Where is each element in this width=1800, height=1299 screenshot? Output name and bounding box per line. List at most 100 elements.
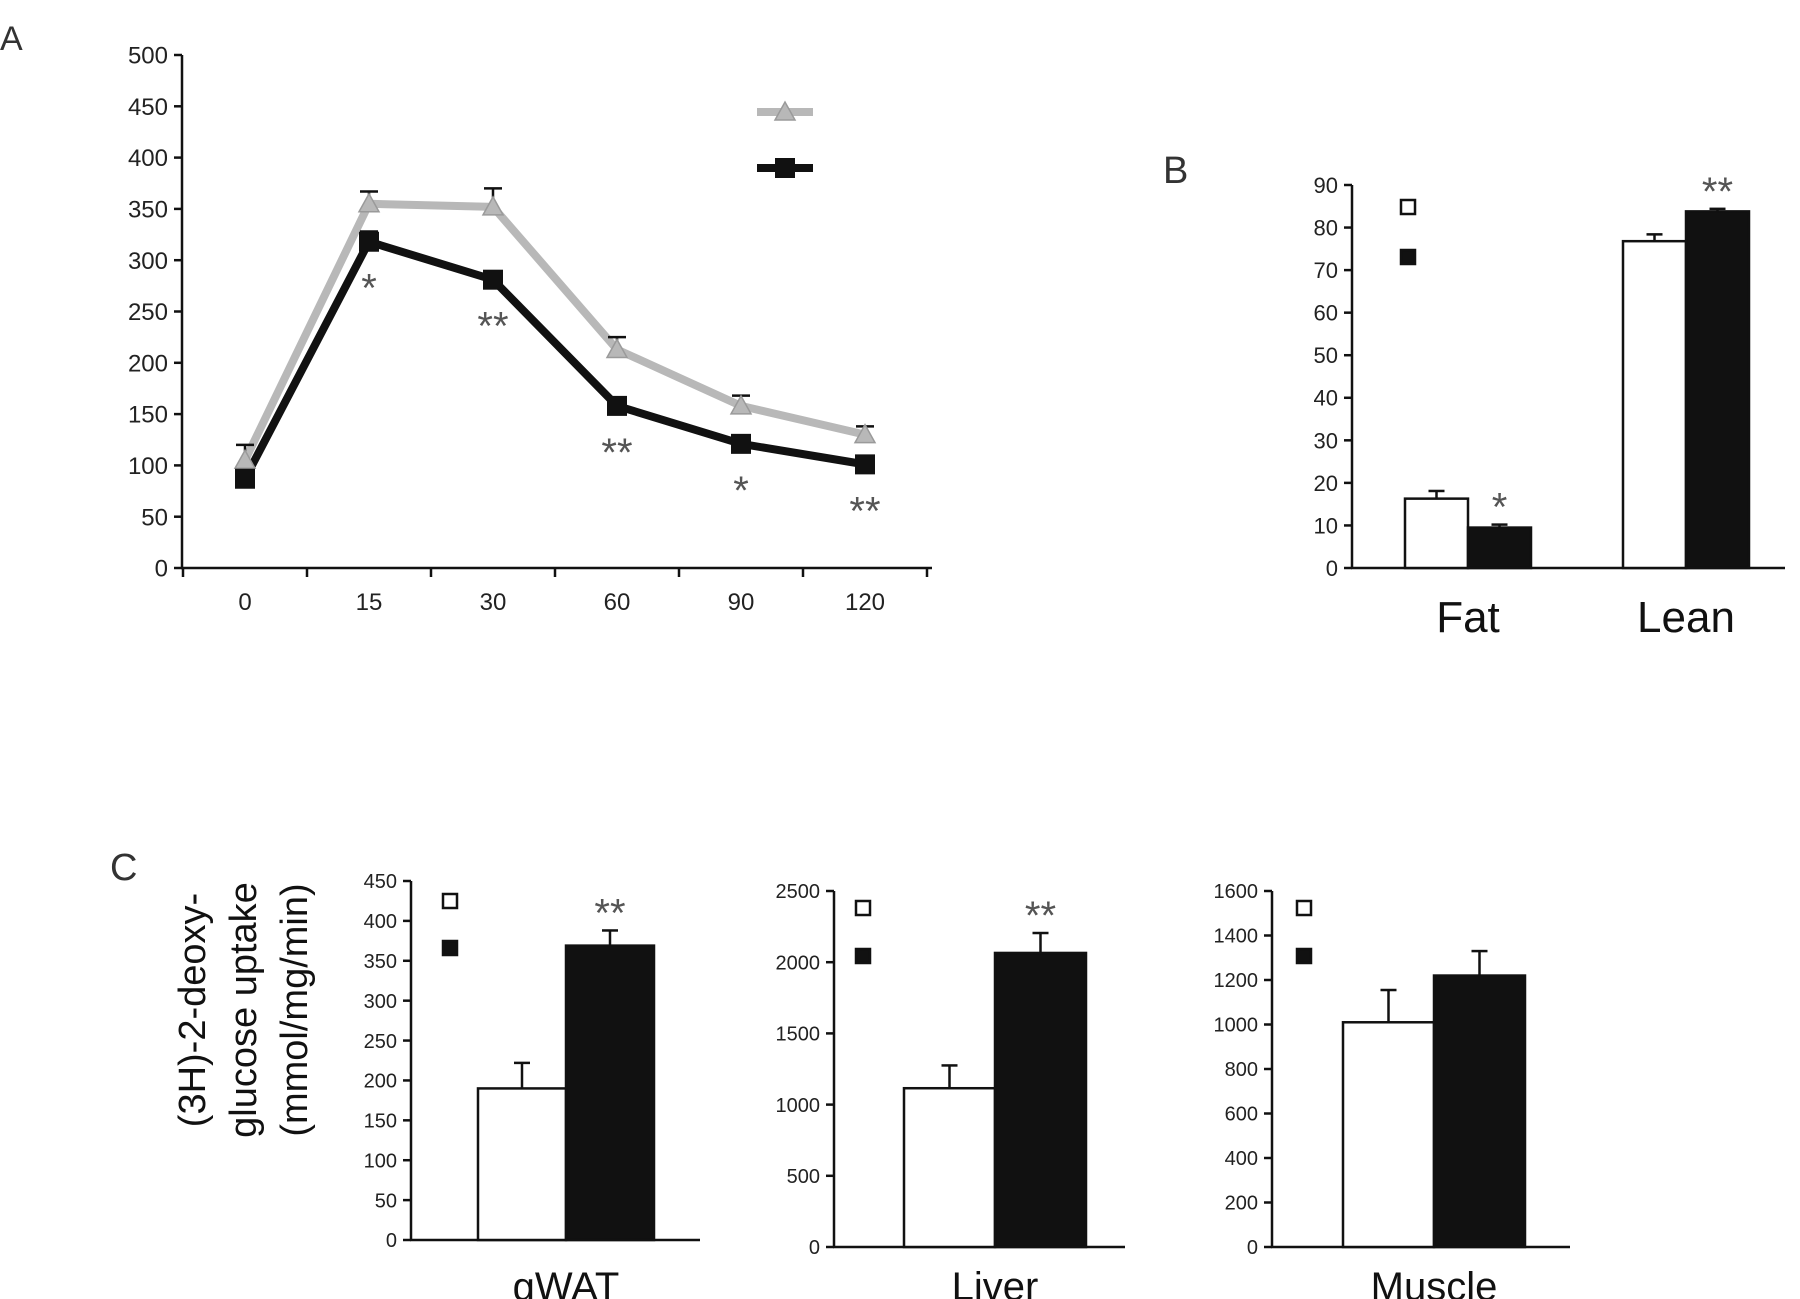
x-tick-label: 60 <box>604 589 631 616</box>
y-tick-label: 400 <box>364 911 397 933</box>
bar-ee <box>1432 974 1527 1249</box>
y-tick-label: 300 <box>364 991 397 1013</box>
x-tick-label: 90 <box>728 589 755 616</box>
y-tick-label: 200 <box>128 350 168 377</box>
bar-se <box>1341 1021 1436 1249</box>
panel-a-glucose-tolerance-chart: A 0 50 100 150 200 250 300 350 400 450 500 0 15 30 60 9… <box>0 20 932 616</box>
data-point-se <box>853 423 877 444</box>
legend-swatch-ee <box>441 939 459 957</box>
y-tick-label: 1500 <box>776 1024 821 1046</box>
significance-marker: ** <box>849 489 880 533</box>
significance-marker: ** <box>601 431 632 475</box>
y-tick-label: 200 <box>1225 1193 1258 1215</box>
significance-marker: ** <box>1025 894 1056 938</box>
significance-marker: * <box>1492 486 1508 530</box>
y-tick-label: 800 <box>1225 1059 1258 1081</box>
data-point-se <box>357 192 381 213</box>
y-tick-label: 100 <box>364 1150 397 1172</box>
bar-ee <box>1684 210 1751 570</box>
series-line-se <box>241 199 866 463</box>
y-tick-label: 70 <box>1314 258 1338 283</box>
y-tick-label: 40 <box>1314 386 1338 411</box>
y-tick-label: 80 <box>1314 215 1338 240</box>
panel-c-muscle-uptake-chart: 0 200 400 600 800 1000 1200 1400 1600 Muscle <box>1214 881 1570 1299</box>
y-tick-label: 500 <box>787 1166 820 1188</box>
y-tick-label: 300 <box>128 248 168 275</box>
data-point-ee <box>855 454 875 475</box>
panel-b-body-composition-chart: B 0 10 20 30 40 50 60 70 80 90 * Fat ** Lean <box>1163 150 1785 642</box>
y-tick-label: 400 <box>1225 1148 1258 1170</box>
series-line-ee <box>241 237 866 481</box>
category-label: Lean <box>1637 593 1735 642</box>
data-point-ee <box>235 468 255 489</box>
data-point-se <box>605 337 629 359</box>
y-tick-label: 400 <box>128 145 168 172</box>
legend-marker-se <box>773 100 797 121</box>
y-tick-label: 0 <box>1247 1237 1258 1259</box>
y-axis-title-line: (mmol/mg/min) <box>274 883 316 1136</box>
significance-marker: * <box>733 469 749 513</box>
y-tick-label: 350 <box>364 951 397 973</box>
legend-swatch-se <box>441 892 459 910</box>
panel-label-c: C <box>110 847 137 889</box>
x-tick-label: 120 <box>845 589 885 616</box>
category-label: Fat <box>1436 593 1500 642</box>
bar-se <box>902 1086 997 1249</box>
data-point-se <box>233 448 257 470</box>
legend-swatch-se <box>854 899 872 917</box>
y-tick-label: 1400 <box>1214 926 1259 948</box>
x-tick-label: 30 <box>480 589 507 616</box>
significance-marker: * <box>361 267 377 311</box>
y-tick-label: 150 <box>128 402 168 429</box>
y-tick-label: 60 <box>1314 301 1338 326</box>
y-tick-label: 20 <box>1314 471 1338 496</box>
y-tick-label: 100 <box>128 453 168 480</box>
y-tick-label: 30 <box>1314 428 1338 453</box>
data-point-se <box>481 195 505 216</box>
bar-ee <box>564 944 656 1242</box>
significance-marker: ** <box>477 305 508 349</box>
legend-swatch-ee <box>854 947 872 965</box>
bar-ee <box>993 951 1088 1249</box>
data-point-ee <box>483 269 503 290</box>
y-tick-label: 450 <box>128 94 168 121</box>
y-tick-label: 10 <box>1314 513 1338 538</box>
y-tick-label: 90 <box>1314 173 1338 198</box>
y-tick-label: 1000 <box>1214 1015 1259 1037</box>
bar-ee <box>1466 526 1533 570</box>
panel-label-a: A <box>0 20 23 58</box>
y-tick-label: 250 <box>364 1031 397 1053</box>
bar-se <box>476 1087 568 1242</box>
y-tick-label: 0 <box>386 1230 397 1252</box>
bar-se <box>1403 497 1470 570</box>
y-tick-label: 2500 <box>776 881 821 903</box>
y-tick-label: 50 <box>1314 343 1338 368</box>
data-point-ee <box>607 395 627 416</box>
y-tick-label: 1600 <box>1214 881 1259 903</box>
y-tick-label: 1000 <box>776 1095 821 1117</box>
category-label: gWAT <box>513 1265 620 1299</box>
y-tick-label: 600 <box>1225 1104 1258 1126</box>
significance-marker: ** <box>1702 170 1733 214</box>
x-tick-label: 0 <box>238 589 251 616</box>
legend-swatch-se <box>1399 198 1417 216</box>
panel-c-liver-uptake-chart: 0 500 1000 1500 2000 2500 ** Liver <box>776 881 1125 1299</box>
category-label: Muscle <box>1371 1265 1498 1299</box>
y-tick-label: 200 <box>364 1071 397 1093</box>
y-tick-label: 1200 <box>1214 970 1259 992</box>
y-tick-label: 2000 <box>776 952 821 974</box>
y-axis-title-line: (3H)-2-deoxy- <box>172 893 214 1127</box>
legend-swatch-ee <box>1295 947 1313 965</box>
x-tick-label: 15 <box>356 589 383 616</box>
legend-swatch-se <box>1295 899 1313 917</box>
category-label: Liver <box>952 1265 1039 1299</box>
panel-label-b: B <box>1163 150 1188 192</box>
panel-c-gwat-uptake-chart: C 0 50 100 150 200 250 300 350 400 450 ** gWAT (3H)-… <box>110 847 700 1299</box>
y-tick-label: 350 <box>128 197 168 224</box>
data-point-ee <box>731 433 751 454</box>
y-tick-label: 0 <box>809 1237 820 1259</box>
y-tick-label: 150 <box>364 1111 397 1133</box>
y-axis-title-line: glucose uptake <box>223 882 265 1138</box>
y-tick-label: 250 <box>128 299 168 326</box>
